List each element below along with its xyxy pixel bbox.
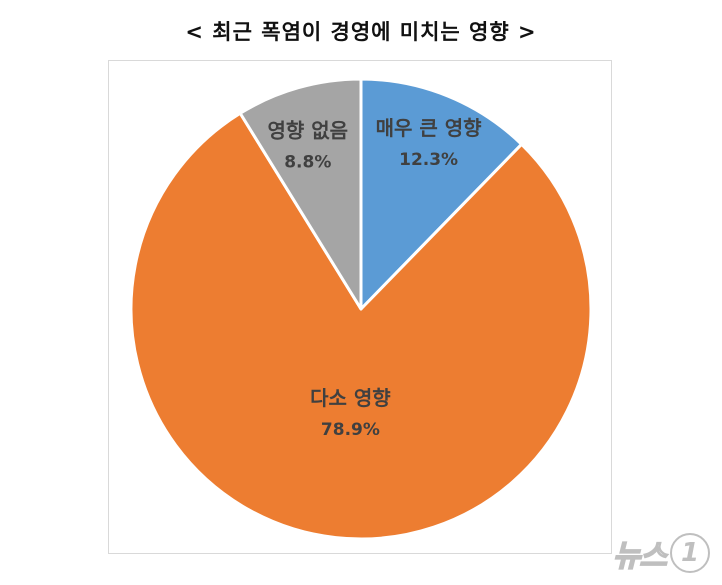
slice-label-2: 다소 영향 [310, 386, 391, 410]
slice-value-label-2: 78.9% [321, 420, 380, 440]
watermark-logo-icon: 1 [670, 533, 710, 573]
watermark-badge-text: 1 [680, 538, 700, 568]
slice-label-1: 매우 큰 영향 [376, 116, 483, 140]
slice-value-label-1: 12.3% [399, 150, 458, 170]
slice-value-label-3: 8.8% [284, 153, 331, 173]
pie-labels: 매우 큰 영향 12.3% 다소 영향 78.9% 영향 없음 8.8% [268, 116, 483, 440]
chart-title: < 최근 폭염이 경영에 미치는 영향 > [185, 20, 537, 44]
news1-watermark: 뉴스 1 [612, 531, 710, 575]
pie-slices [129, 77, 593, 541]
pie-slice-3 [238, 77, 363, 311]
pie-slice-1 [359, 77, 524, 311]
pie-slice-2 [129, 111, 593, 541]
watermark-text: 뉴스 [612, 538, 668, 575]
slice-label-3: 영향 없음 [268, 119, 349, 143]
